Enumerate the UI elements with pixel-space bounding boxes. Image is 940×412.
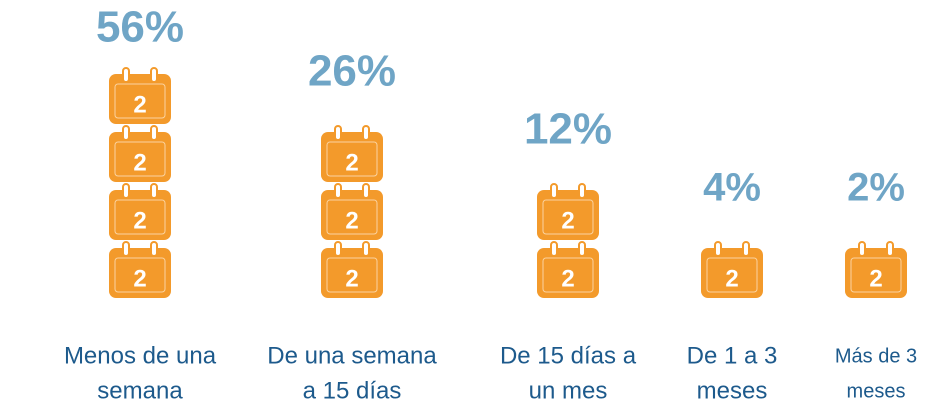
calendar-ring <box>742 241 750 257</box>
calendar-ring <box>578 241 586 257</box>
calendar-ring <box>886 241 894 257</box>
calendar-icon: 2 <box>701 241 763 298</box>
calendar-ring <box>550 241 558 257</box>
calendar-inner <box>542 199 594 235</box>
calendar-ring <box>714 241 722 257</box>
calendar-ring <box>150 125 158 141</box>
calendar-ring <box>122 67 130 83</box>
value-label: 26% <box>308 47 396 96</box>
calendar-number: 2 <box>725 265 738 292</box>
calendar-ring <box>334 125 342 141</box>
calendar-ring <box>150 241 158 257</box>
value-label: 12% <box>524 105 612 154</box>
value-label: 56% <box>96 3 184 52</box>
calendar-number: 2 <box>133 149 146 176</box>
calendar-number: 2 <box>345 207 358 234</box>
calendar-ring <box>122 183 130 199</box>
calendar-ring <box>362 183 370 199</box>
calendar-icon: 2 <box>109 241 171 298</box>
calendar-number: 2 <box>561 265 574 292</box>
calendar-ring <box>334 183 342 199</box>
calendar-number: 2 <box>345 265 358 292</box>
calendar-number: 2 <box>345 149 358 176</box>
calendar-icon: 2 <box>109 125 171 182</box>
calendar-ring <box>334 241 342 257</box>
calendar-inner <box>114 83 166 119</box>
category-label: a 15 días <box>303 377 402 404</box>
value-label: 2% <box>847 166 905 210</box>
calendar-ring <box>122 241 130 257</box>
calendar-number: 2 <box>133 265 146 292</box>
calendar-icon: 2 <box>109 67 171 124</box>
calendar-icon: 2 <box>321 125 383 182</box>
calendar-inner <box>326 199 378 235</box>
calendar-number: 2 <box>133 207 146 234</box>
category-label: meses <box>697 377 768 404</box>
category-label: De una semana <box>267 342 437 369</box>
calendar-ring <box>150 67 158 83</box>
calendar-inner <box>706 257 758 293</box>
category-label: De 15 días a <box>500 342 637 369</box>
calendar-number: 2 <box>869 265 882 292</box>
calendar-inner <box>850 257 902 293</box>
calendar-inner <box>326 141 378 177</box>
category-label: un mes <box>529 377 608 404</box>
calendar-inner <box>114 199 166 235</box>
calendar-icon: 2 <box>109 183 171 240</box>
calendar-inner <box>326 257 378 293</box>
value-label: 4% <box>703 166 761 210</box>
category-label: meses <box>847 380 906 402</box>
calendar-ring <box>578 183 586 199</box>
calendar-inner <box>114 257 166 293</box>
calendar-inner <box>542 257 594 293</box>
calendar-ring <box>858 241 866 257</box>
calendar-inner <box>114 141 166 177</box>
category-label: De 1 a 3 <box>687 342 778 369</box>
calendar-icon: 2 <box>321 183 383 240</box>
category-label: semana <box>97 377 183 404</box>
calendar-ring <box>362 125 370 141</box>
calendar-icon: 2 <box>845 241 907 298</box>
calendar-icon: 2 <box>321 241 383 298</box>
calendar-icon: 2 <box>537 183 599 240</box>
calendar-number: 2 <box>133 91 146 118</box>
calendar-number: 2 <box>561 207 574 234</box>
calendar-ring <box>550 183 558 199</box>
calendar-ring <box>362 241 370 257</box>
calendar-ring <box>122 125 130 141</box>
category-label: Menos de una <box>64 342 217 369</box>
calendar-ring <box>150 183 158 199</box>
calendar-icon: 2 <box>537 241 599 298</box>
category-label: Más de 3 <box>835 345 917 367</box>
